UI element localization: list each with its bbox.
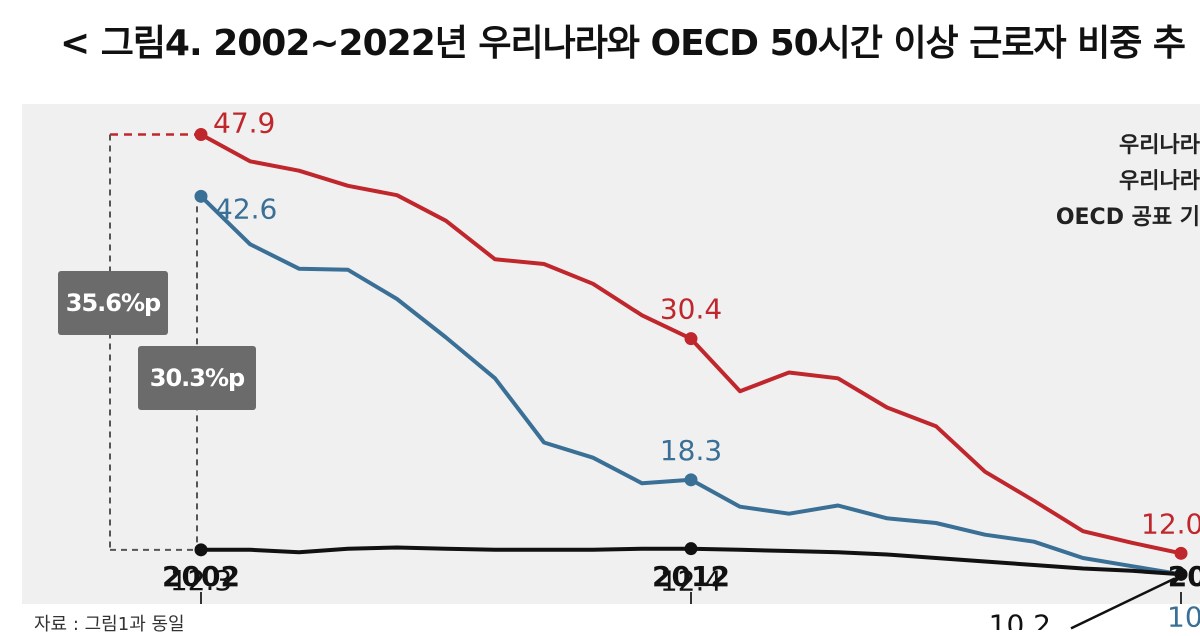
data-label-blue_2002: 42.6 <box>215 192 277 225</box>
marker-red-2022 <box>1174 546 1188 560</box>
marker-black-2002 <box>194 543 208 557</box>
marker-black-2022 <box>1174 567 1188 581</box>
marker-black-2012 <box>684 542 698 556</box>
x-axis-ticks: 2002 2012 202 <box>162 560 1200 604</box>
gap-brackets <box>109 133 201 551</box>
x-tick-label-2012: 2012 <box>652 560 730 593</box>
data-label-blue_2012: 18.3 <box>660 434 722 467</box>
marker-blue-2012 <box>684 473 698 487</box>
data-labels: 47.942.612.330.418.312.412.010.10.2 <box>170 107 1200 631</box>
page-title: < 그림4. 2002~2022년 우리나라와 OECD 50시간 이상 근로자… <box>60 23 1186 64</box>
data-label-red_2012: 30.4 <box>660 293 722 326</box>
data-label-black_2002: 12.3 <box>170 564 232 597</box>
data-points <box>194 128 1188 581</box>
marker-blue-2002 <box>194 189 208 203</box>
legend-entry-3: OECD 공표 기 <box>1055 205 1200 230</box>
data-label-blue_2022: 10. <box>1167 600 1200 630</box>
marker-red-2012 <box>684 332 698 346</box>
legend: 우리나라 우리나라 OECD 공표 기 <box>1056 128 1200 236</box>
source-note: 자료 : 그림1과 동일 <box>34 614 185 635</box>
data-label-red_2002: 47.9 <box>213 107 275 140</box>
legend-entry-2: 우리나라 <box>1119 169 1200 194</box>
x-tick-label-2002: 2002 <box>162 560 240 593</box>
data-label-black_2022: 10.2 <box>989 608 1051 630</box>
data-label-red_2022: 12.0 <box>1141 507 1200 540</box>
marker-red-2002 <box>194 128 208 141</box>
series-line-blue <box>199 194 1182 577</box>
legend-entry-1: 우리나라 <box>1119 133 1200 158</box>
series-lines <box>199 132 1182 577</box>
leader-line-2022 <box>1070 577 1176 630</box>
x-tick-label-2022: 202 <box>1168 560 1200 593</box>
gap-label-blue: 30.3%p <box>138 346 256 410</box>
gap-label-red: 35.6%p <box>58 271 168 335</box>
